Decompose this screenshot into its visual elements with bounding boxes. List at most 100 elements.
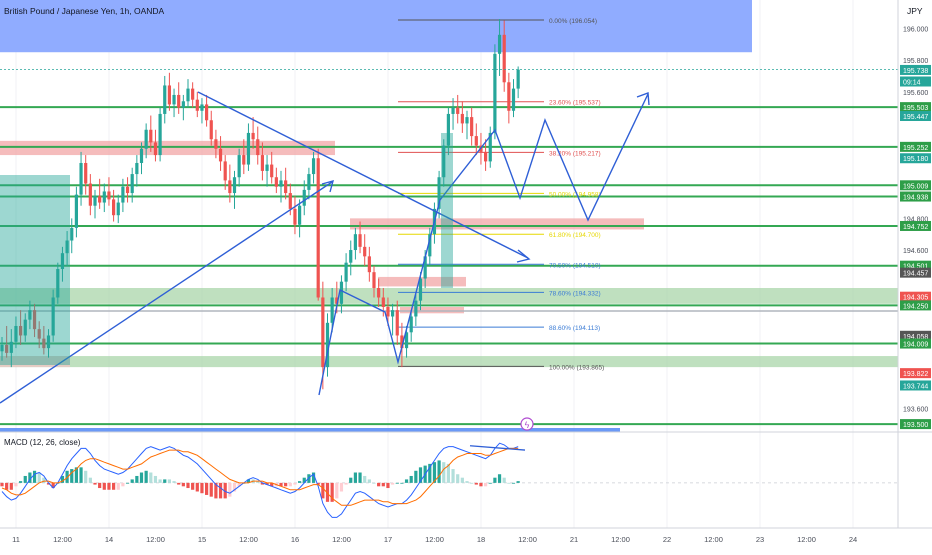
price-badge-label: 193.744 [903, 383, 928, 390]
macd-histogram-bar [474, 482, 478, 485]
zone-3[interactable] [0, 288, 898, 304]
candle [0, 337, 4, 361]
macd-histogram-bar [507, 482, 511, 484]
zone-small-c[interactable] [0, 356, 70, 368]
zone-small-b[interactable] [400, 306, 464, 314]
zone-0[interactable] [0, 0, 752, 53]
candle-body [19, 325, 23, 336]
candle [19, 310, 23, 345]
candle-body [465, 117, 469, 124]
candle-body [497, 34, 502, 54]
price-tick-label: 195.600 [903, 90, 928, 97]
zone-2[interactable] [350, 218, 644, 230]
candle [60, 246, 65, 282]
macd-histogram-bar [214, 482, 218, 499]
macd-histogram-bar [116, 482, 120, 490]
macd-histogram-bar [23, 475, 27, 483]
zone-4[interactable] [0, 356, 898, 368]
zone-1[interactable] [0, 140, 335, 156]
macd-histogram-bar [349, 477, 353, 483]
macd-histogram-bar [19, 481, 23, 483]
trendline-falling[interactable] [197, 91, 529, 259]
candle-body [260, 155, 264, 171]
macd-histogram-bar [279, 482, 283, 487]
price-badge-label: 195.252 [903, 145, 928, 152]
candle [460, 101, 464, 133]
candle-body [456, 107, 460, 114]
candle-body [256, 139, 260, 156]
candle-body [470, 117, 474, 137]
candle-body [200, 104, 204, 111]
candle [265, 155, 269, 187]
price-badge [900, 76, 931, 87]
candle-body [167, 85, 171, 105]
candle-body [107, 191, 111, 200]
candle-body [51, 297, 55, 336]
signal-line [1, 447, 519, 506]
macd-histogram-bar [144, 470, 148, 483]
candle [177, 82, 181, 114]
candle-body [121, 186, 125, 203]
candle [93, 189, 97, 219]
candle [302, 180, 306, 216]
fib-label: 70.50% (194.510) [549, 262, 601, 269]
macd-histogram-bar [428, 463, 432, 483]
macd-histogram-bar [112, 482, 116, 490]
candle-body [195, 99, 199, 111]
candle [32, 303, 37, 338]
price-badge [900, 64, 931, 75]
candle-body [386, 306, 390, 317]
candle [307, 167, 311, 200]
time-tick-label: 22 [663, 535, 671, 544]
macd-histogram-bar [470, 482, 474, 484]
candle-body [511, 88, 516, 111]
candle [502, 20, 506, 92]
candle [191, 82, 195, 108]
macd-histogram-bar [88, 477, 92, 483]
long-position-tool-2[interactable] [441, 133, 453, 288]
candle-body [209, 120, 213, 140]
macd-histogram-bar [511, 482, 516, 484]
macd-histogram-bar [270, 482, 274, 487]
lightning-event-icon[interactable] [520, 417, 534, 431]
candle [42, 325, 46, 355]
macd-histogram-bar [177, 482, 181, 485]
candle [116, 194, 120, 224]
macd-histogram-bar [460, 477, 464, 483]
macd-divergence-line[interactable] [469, 445, 526, 451]
macd-histogram-bar [60, 475, 65, 483]
projected-path[interactable] [318, 93, 649, 396]
price-tick-label: 195.800 [903, 58, 928, 65]
candle-body [488, 132, 492, 162]
macd-histogram-bar [70, 469, 74, 483]
macd-histogram-bar [484, 482, 488, 487]
macd-histogram-bar [256, 481, 260, 483]
macd-histogram-bar [84, 470, 88, 483]
candle [242, 139, 246, 175]
time-tick-label: 12:00 [611, 535, 630, 544]
candle [316, 148, 320, 301]
candle [84, 155, 88, 195]
candle [284, 167, 288, 200]
macd-histogram-bar [442, 462, 446, 483]
drawings[interactable] [0, 91, 650, 404]
macd-histogram-bar [404, 479, 409, 483]
candle [130, 167, 134, 203]
candle-body [270, 164, 274, 178]
candle-body [14, 325, 18, 342]
candle-body [451, 107, 455, 114]
candle [167, 72, 171, 111]
trendline-rising[interactable] [0, 181, 333, 404]
macd-histogram-bar [456, 474, 460, 483]
candle [14, 316, 18, 349]
macd-histogram-bar [246, 479, 251, 483]
macd-histogram-bar [414, 470, 418, 483]
long-position-tool[interactable] [0, 175, 70, 365]
candle [79, 151, 83, 206]
candle [135, 155, 139, 187]
candle-body [377, 288, 381, 298]
macd-histogram-bar [488, 482, 492, 484]
price-badge-label: 194.305 [903, 295, 928, 302]
candle-body [139, 148, 144, 163]
